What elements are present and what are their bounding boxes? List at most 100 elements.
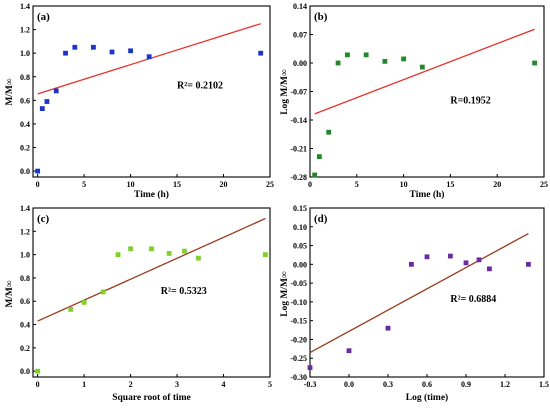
y-tick-label: 0.4 (20, 120, 30, 129)
y-tick-label: -0.07 (290, 88, 307, 97)
data-point (262, 252, 268, 258)
data-point (258, 50, 264, 56)
y-tick-label: 0.6 (20, 297, 30, 306)
y-tick-label: 0.05 (293, 242, 307, 251)
y-tick-label: -0.25 (290, 354, 307, 363)
y-tick-label: 1.0 (20, 251, 30, 260)
data-point (44, 99, 50, 104)
data-point (382, 58, 388, 64)
x-tick-label: 20 (220, 180, 228, 189)
y-axis-label: Log M/M∞ (280, 69, 290, 115)
y-tick-label: 0.0 (20, 367, 30, 376)
x-tick-label: 0.6 (422, 380, 432, 389)
x-tick-label: 20 (493, 180, 501, 189)
data-point (196, 255, 201, 261)
data-point (149, 246, 154, 252)
x-tick-label: 1 (82, 380, 86, 389)
fit-line (37, 217, 266, 322)
y-tick-label: 1.4 (20, 2, 30, 11)
data-point (35, 168, 41, 174)
data-point (146, 54, 152, 60)
data-point (419, 64, 425, 70)
x-axis-label: Log (time) (406, 392, 448, 403)
y-tick-label: 0.8 (20, 73, 30, 82)
data-point (532, 60, 538, 66)
y-axis-label: M/M∞ (5, 280, 15, 308)
data-point (35, 368, 41, 374)
x-tick-label: 5 (355, 180, 359, 189)
y-tick-label: -0.30 (290, 373, 307, 382)
panel-4: -0.3 0.0 0.3 0.6 0.9 1.2 1.5 -0.30 -0.25 -0.20 -0.… (280, 204, 549, 403)
x-tick-label: 15 (173, 180, 181, 189)
data-point (72, 44, 78, 50)
data-point (385, 325, 391, 331)
panel-label: (b) (314, 11, 328, 23)
y-tick-label: -0.14 (290, 116, 307, 125)
data-point (115, 252, 121, 258)
y-tick-label: 1.4 (20, 204, 30, 213)
data-point (326, 129, 332, 135)
fit-line (314, 28, 535, 115)
x-tick-label: 1.5 (539, 380, 549, 389)
data-point (487, 266, 492, 272)
plot-frame (309, 207, 545, 378)
data-point (81, 300, 87, 305)
data-point (345, 52, 350, 58)
y-tick-label: 1.2 (20, 26, 30, 35)
x-tick-label: 10 (127, 180, 135, 189)
y-tick-label: -0.05 (290, 279, 307, 288)
x-tick-label: 0.3 (383, 380, 393, 389)
y-tick-label: 1.0 (20, 49, 30, 58)
y-tick-label: 0.07 (293, 31, 307, 40)
data-point (312, 172, 318, 178)
x-axis-label: Square root of time (112, 393, 191, 403)
y-tick-label: 1.2 (20, 227, 30, 236)
x-tick-label: 0 (36, 380, 40, 389)
r-squared-annotation: R²= 0.6884 (450, 294, 496, 305)
panel-3: 0 1 2 3 4 5 0.0 0.2 0.4 0.6 0.8 1.0 1.2 1.4 Square roo… (5, 204, 272, 403)
x-tick-label: 4 (222, 380, 226, 389)
data-point (53, 88, 59, 94)
x-tick-label: 25 (266, 180, 274, 189)
y-tick-label: -0.28 (290, 173, 307, 182)
x-tick-label: 3 (175, 380, 179, 389)
plot-frame (309, 5, 545, 178)
y-axis-label: M/M∞ (5, 78, 15, 106)
data-point (424, 254, 430, 260)
y-tick-label: 0.15 (293, 204, 307, 213)
y-tick-label: -0.21 (290, 145, 307, 154)
x-tick-label: 2 (129, 380, 133, 389)
data-point (109, 49, 115, 55)
y-tick-label: -0.10 (290, 298, 307, 307)
x-tick-label: 25 (540, 180, 548, 189)
data-point (448, 253, 453, 259)
y-tick-label: 0.4 (20, 321, 30, 330)
data-point (307, 365, 313, 371)
data-point (128, 246, 133, 252)
y-tick-label: -0.15 (290, 317, 307, 326)
data-point (39, 106, 45, 111)
x-tick-label: 0.9 (461, 380, 471, 389)
data-point (363, 52, 369, 58)
data-point (401, 56, 406, 62)
x-axis-label: Time (h) (410, 189, 445, 200)
plot-frame (32, 207, 271, 378)
fit-line (309, 232, 529, 354)
data-point (182, 248, 187, 254)
y-tick-label: 0.14 (293, 2, 307, 11)
r-squared-annotation: R=0.1952 (450, 96, 490, 107)
y-tick-label: 0.2 (20, 144, 30, 153)
data-point (526, 261, 531, 267)
x-tick-label: 5 (82, 180, 86, 189)
x-tick-label: 5 (268, 380, 272, 389)
y-tick-label: 0.00 (293, 59, 307, 68)
data-point (91, 44, 96, 50)
y-tick-label: 0.00 (293, 260, 307, 269)
x-tick-label: 15 (446, 180, 454, 189)
panel-1: 0 5 10 15 20 25 0.0 0.2 0.4 0.6 0.8 1.0 1.2 1.4 Time (… (5, 2, 274, 200)
x-axis-label: Time (h) (134, 189, 169, 200)
data-point (463, 260, 469, 266)
y-tick-label: 0.8 (20, 274, 30, 283)
y-tick-label: 0.0 (20, 167, 30, 176)
